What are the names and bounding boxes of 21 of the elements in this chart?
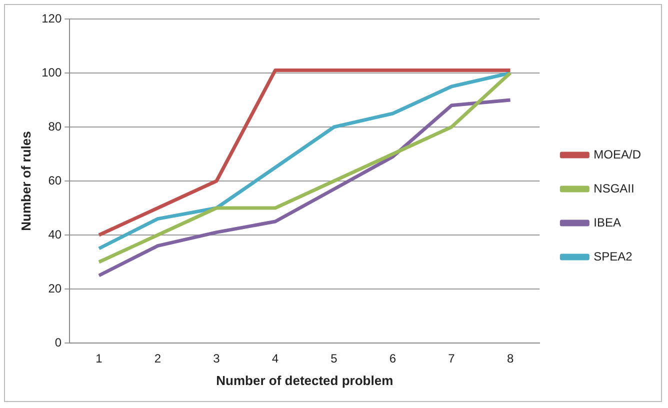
x-tick-label: 5 xyxy=(330,352,338,366)
y-tick-label: 60 xyxy=(48,173,62,188)
legend-label: NSGAII xyxy=(594,181,634,196)
legend-label: IBEA xyxy=(594,215,622,230)
y-tick-label: 120 xyxy=(42,11,62,26)
x-tick-label: 6 xyxy=(389,352,396,366)
y-tick-label: 100 xyxy=(42,65,62,80)
y-tick-label: 0 xyxy=(54,335,62,350)
x-tick-label: 2 xyxy=(154,352,162,366)
x-axis-title: Number of detected problem xyxy=(216,372,394,388)
y-tick-label: 40 xyxy=(48,227,62,242)
x-tick-label: 1 xyxy=(96,352,103,366)
y-tick-label: 20 xyxy=(48,281,62,296)
y-axis-title: Number of rules xyxy=(18,131,34,231)
y-tick-label: 80 xyxy=(48,119,62,134)
legend-label: SPEA2 xyxy=(594,249,633,264)
x-tick-label: 8 xyxy=(506,352,514,366)
x-tick-label: 4 xyxy=(272,352,279,366)
legend-label: MOEA/D xyxy=(594,147,642,162)
x-tick-label: 3 xyxy=(213,352,220,366)
x-tick-label: 7 xyxy=(448,352,456,366)
